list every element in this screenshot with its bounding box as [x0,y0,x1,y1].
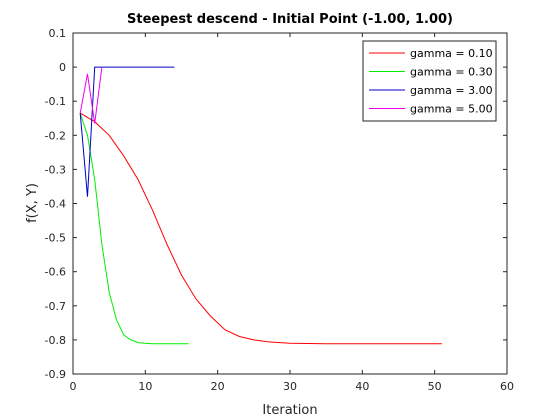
x-axis-label: Iteration [262,403,317,418]
x-tick-label: 60 [500,380,514,393]
legend-label: gamma = 0.30 [410,66,493,79]
legend-label: gamma = 5.00 [410,103,493,116]
y-tick-label: -0.8 [45,334,66,347]
x-tick-label: 50 [428,380,442,393]
legend-label: gamma = 0.10 [410,47,493,60]
legend: gamma = 0.10 gamma = 0.30 gamma = 3.00 gamm… [362,40,497,122]
y-tick-label: 0.1 [49,27,67,40]
series-lines [79,66,442,345]
x-tick-label: 40 [355,380,369,393]
series-line-3 [79,67,103,124]
x-tick-label: 30 [283,380,297,393]
y-tick-label: -0.6 [45,266,66,279]
legend-box [362,40,497,122]
x-tick-label: 10 [138,380,152,393]
legend-label: gamma = 3.00 [410,84,493,97]
y-tick-label: -0.4 [45,198,66,211]
y-tick-label: 0 [59,61,66,74]
x-tick-label: 20 [211,380,225,393]
axis-ticks: 0 10 20 30 40 50 60 0.1 0 -0.1 -0.2 -0.3 -0.4 -0.5 -0.… [45,27,514,393]
y-axis-label: f(X, Y) [25,183,40,223]
y-tick-label: -0.5 [45,232,66,245]
y-tick-label: -0.7 [45,300,66,313]
y-tick-label: -0.9 [45,368,66,381]
series-line-1 [79,112,189,345]
series-line-0 [79,112,442,345]
chart-title: Steepest descend - Initial Point (-1.00,… [127,12,453,27]
x-tick-label: 0 [70,380,77,393]
series-line-2 [79,66,175,197]
y-tick-label: -0.3 [45,163,66,176]
y-tick-label: -0.1 [45,95,66,108]
y-tick-label: -0.2 [45,129,66,142]
